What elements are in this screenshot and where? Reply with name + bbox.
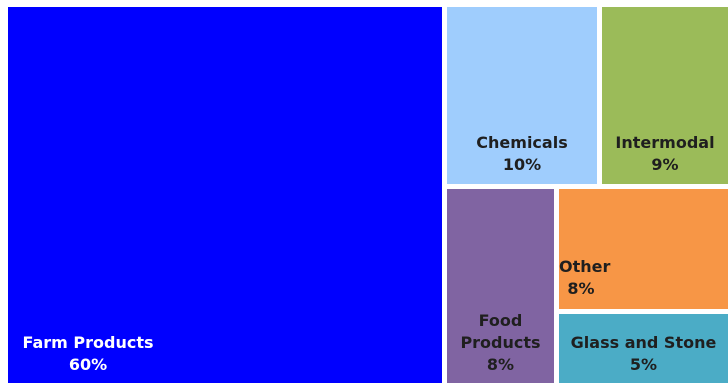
- category-name: Other: [559, 257, 611, 276]
- value-label: 8%: [567, 279, 595, 298]
- value-label: 10%: [502, 155, 542, 174]
- tile-label-other: Other 8%: [559, 256, 611, 300]
- tile-farm-products: [8, 7, 442, 383]
- category-name: Intermodal: [615, 133, 715, 152]
- category-name: Chemicals: [476, 133, 568, 152]
- value-label: 8%: [486, 355, 515, 374]
- tile-intermodal: [602, 7, 728, 184]
- tile-glass-and-stone: [559, 314, 728, 383]
- tile-label-intermodal: Intermodal 9%: [602, 132, 728, 176]
- tile-food-products: [447, 189, 554, 383]
- value-label: 9%: [651, 155, 679, 174]
- category-name: Products: [460, 333, 541, 352]
- category-name: Food: [478, 311, 523, 330]
- category-name: Glass and Stone: [570, 333, 717, 352]
- value-label: 5%: [629, 355, 658, 374]
- tile-label-food-products: Food Products 8%: [447, 310, 554, 376]
- tile-chemicals: [447, 7, 597, 184]
- category-name: Farm Products: [22, 333, 154, 352]
- tile-label-chemicals: Chemicals 10%: [447, 132, 597, 176]
- tile-label-glass-and-stone: Glass and Stone 5%: [559, 332, 728, 376]
- tile-other: [559, 189, 728, 309]
- tile-label-farm-products: Farm Products 60%: [8, 332, 168, 376]
- value-label: 60%: [68, 355, 108, 374]
